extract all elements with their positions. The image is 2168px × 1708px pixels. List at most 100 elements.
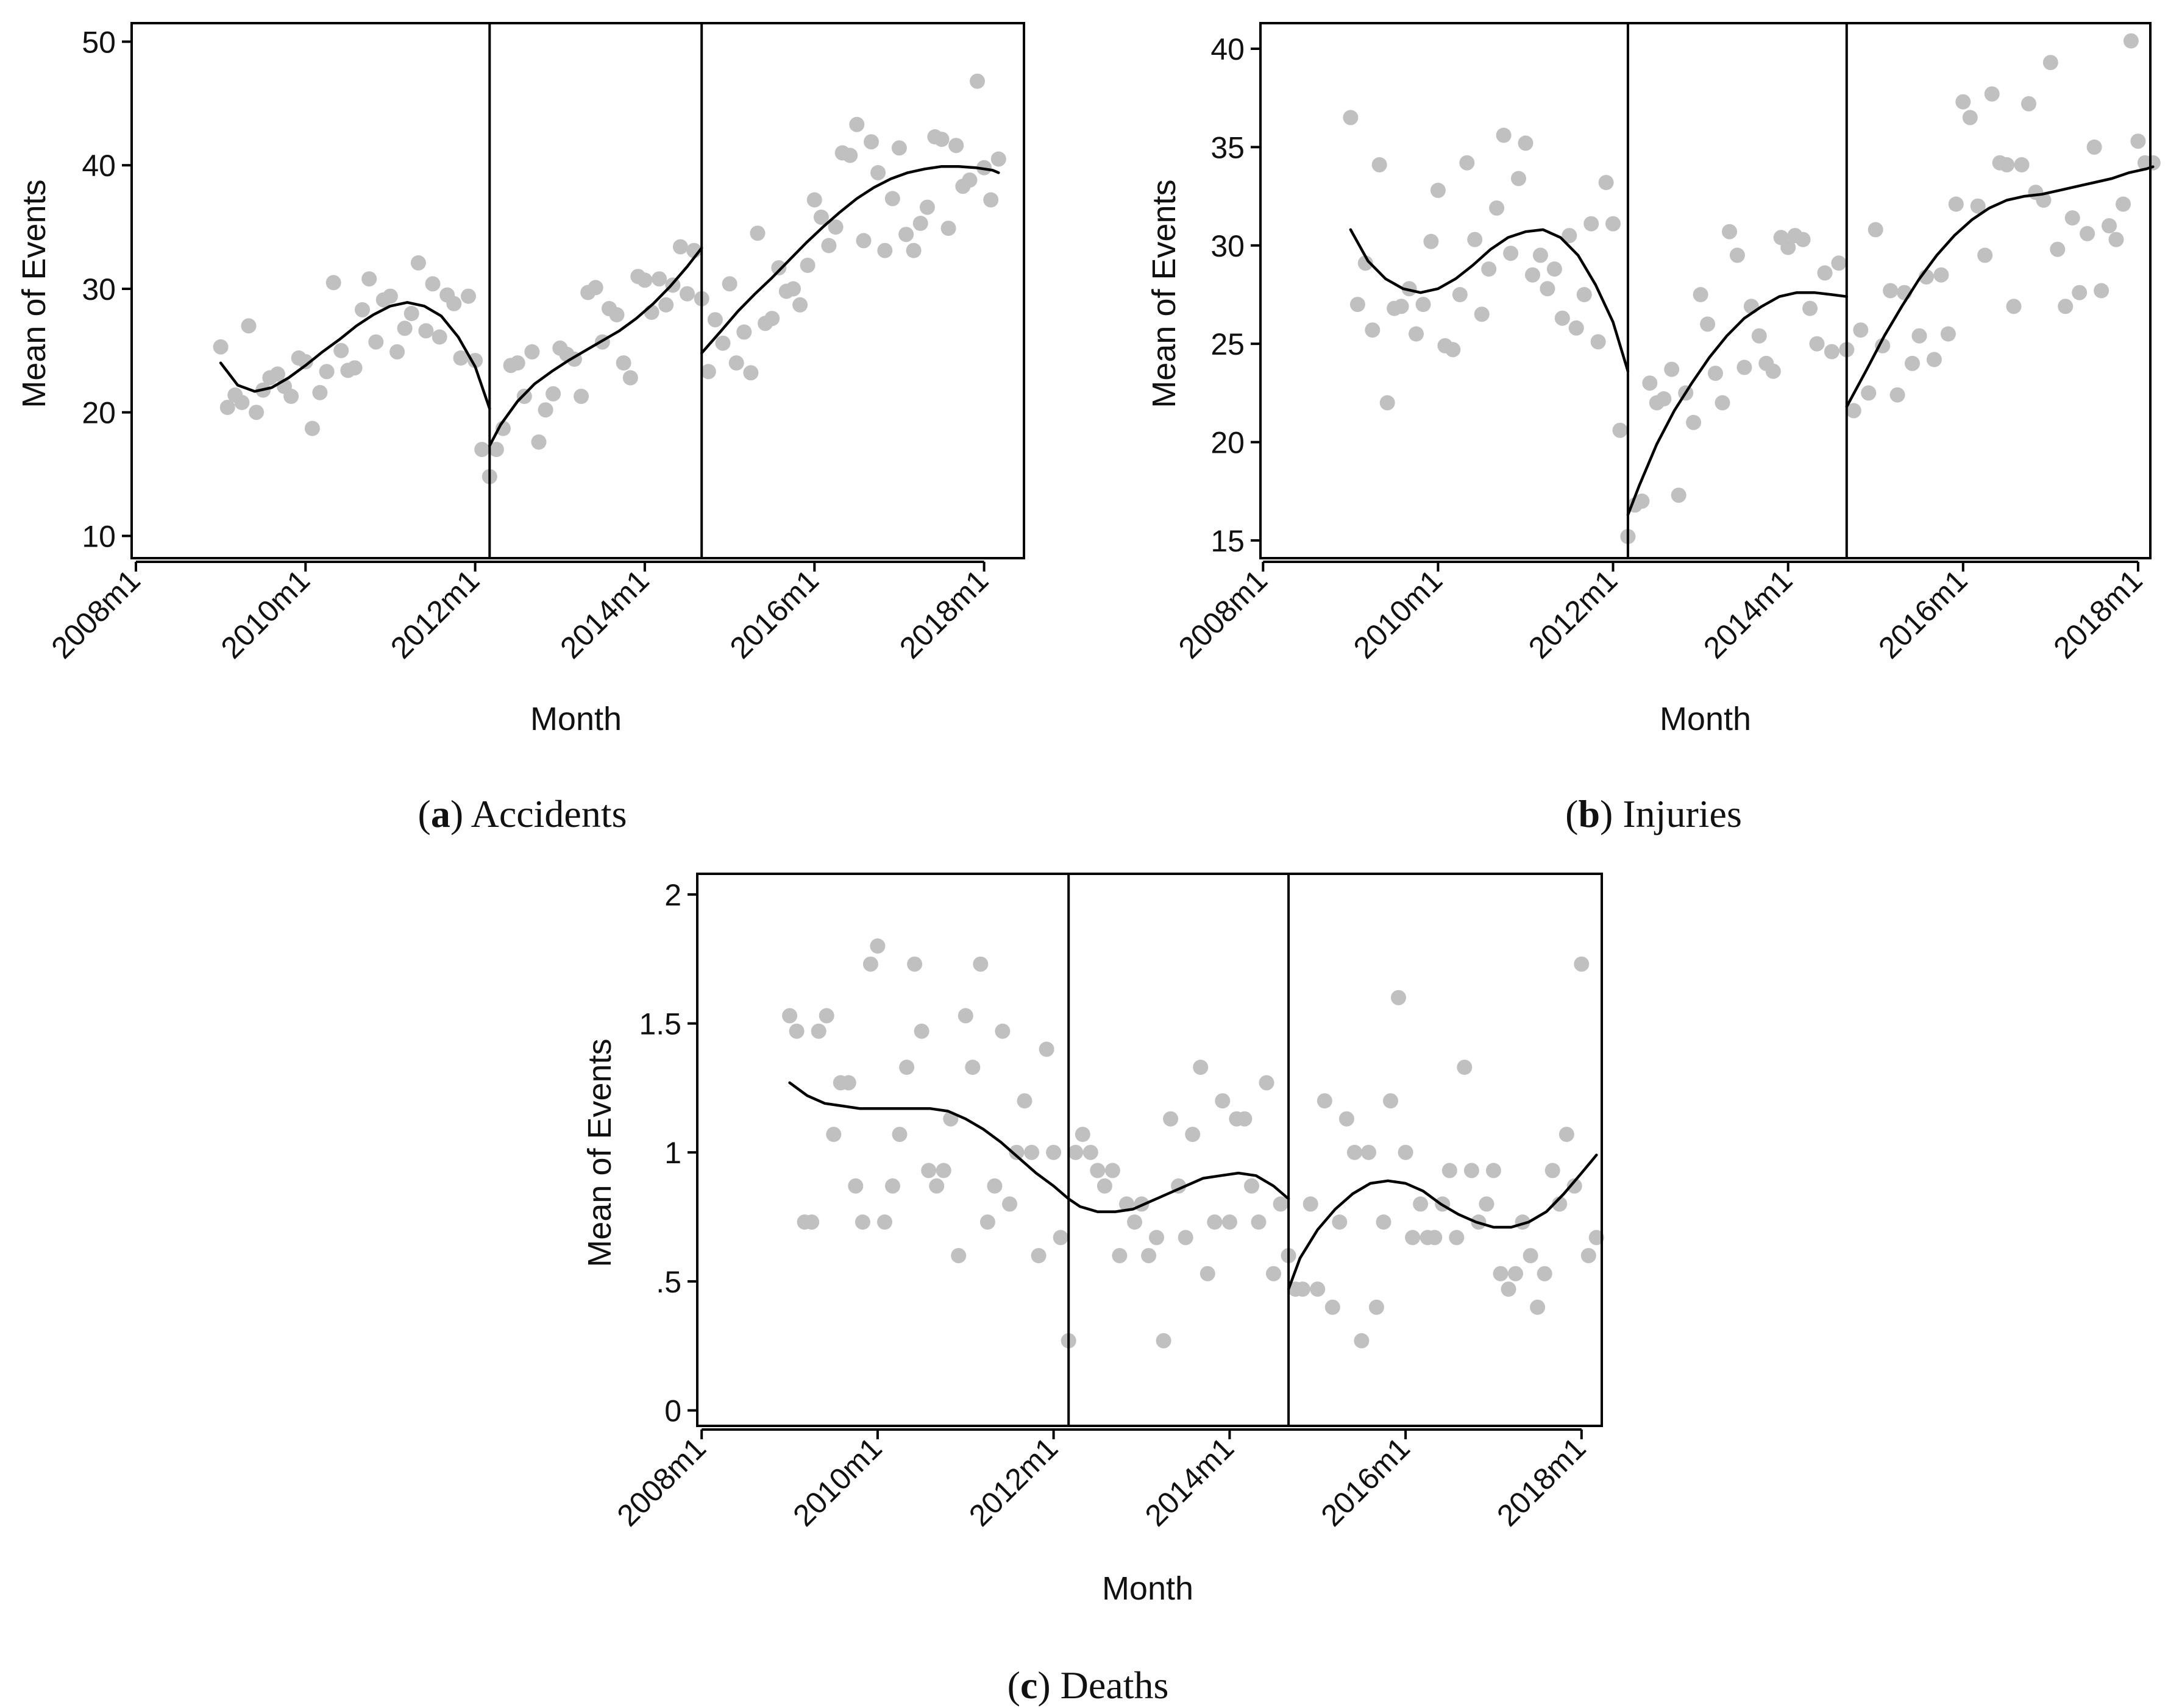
data-point [1875, 338, 1891, 353]
caption-text: Injuries [1622, 792, 1742, 835]
data-point [510, 355, 525, 371]
data-point [1576, 287, 1592, 302]
data-point [1729, 247, 1745, 263]
data-point [1883, 283, 1899, 299]
data-point [811, 1023, 826, 1039]
data-point [425, 276, 441, 292]
y-axis-label: Mean of Events [581, 1038, 618, 1267]
data-point [652, 271, 667, 287]
data-point [898, 227, 914, 243]
data-point [1357, 255, 1373, 271]
plot-marks [782, 874, 1604, 1426]
data-point [446, 296, 462, 311]
panel-caption-injuries: (b) Injuries [1565, 792, 1742, 835]
data-point [1489, 200, 1505, 216]
data-point [1544, 1163, 1560, 1178]
data-point [1427, 1230, 1443, 1246]
data-point [1736, 360, 1752, 375]
data-point [1405, 1230, 1421, 1246]
data-point [841, 1075, 856, 1091]
data-point [1361, 1144, 1376, 1160]
y-tick-label: 40 [1210, 32, 1245, 66]
data-point [1024, 1144, 1040, 1160]
trend-line-segment [488, 246, 703, 447]
y-tick-label: 35 [1210, 130, 1245, 165]
data-point [1868, 222, 1883, 238]
data-point [1562, 228, 1577, 244]
data-point [1642, 375, 1658, 391]
data-point [1795, 232, 1811, 247]
y-tick-label: 30 [1210, 229, 1245, 263]
data-point [574, 388, 589, 404]
data-point [1693, 287, 1708, 302]
data-point [1376, 1214, 1391, 1230]
data-point [907, 956, 923, 972]
data-point [389, 344, 405, 360]
data-point [1743, 299, 1759, 314]
data-point [728, 355, 744, 371]
data-point [2102, 218, 2117, 233]
data-point [1612, 422, 1628, 438]
data-point [304, 420, 320, 436]
data-point [644, 305, 659, 320]
data-point [1715, 395, 1730, 411]
data-point [1112, 1248, 1128, 1264]
data-point [1664, 361, 1680, 377]
data-point [474, 442, 490, 458]
data-point [764, 311, 780, 327]
data-point [940, 221, 956, 236]
data-point [990, 151, 1006, 167]
data-point [914, 1023, 929, 1039]
data-point [213, 339, 229, 355]
data-point [1485, 1163, 1501, 1178]
data-point [842, 147, 858, 163]
panel-caption-accidents: (a) Accidents [418, 792, 627, 835]
data-point [856, 233, 872, 249]
data-point [965, 1060, 981, 1075]
trend-line-segment [219, 301, 491, 410]
data-point [1338, 1111, 1354, 1127]
caption-letter: a [431, 792, 450, 835]
data-point [1104, 1163, 1120, 1178]
plot-marks [213, 23, 1006, 558]
data-point [877, 1214, 892, 1230]
data-point [885, 1178, 900, 1194]
data-point [1441, 1163, 1457, 1178]
trend-line-segment [700, 165, 1000, 355]
data-point [355, 302, 370, 317]
data-point [849, 116, 865, 132]
data-point [1031, 1248, 1047, 1264]
data-point [864, 134, 879, 150]
data-point [1530, 1299, 1546, 1315]
data-point [951, 1248, 967, 1264]
data-point [1580, 1248, 1596, 1264]
data-point [1511, 171, 1526, 186]
data-point [1700, 316, 1716, 332]
data-point [995, 1023, 1011, 1039]
data-point [1310, 1281, 1326, 1297]
data-point [870, 938, 886, 954]
data-point [1383, 1093, 1398, 1109]
data-point [1889, 387, 1905, 403]
trend-line-segment [1845, 165, 2155, 408]
data-point [979, 1214, 995, 1230]
data-point [804, 1214, 820, 1230]
data-point [1751, 328, 1767, 344]
data-point [1518, 135, 1534, 151]
data-point [1598, 175, 1614, 190]
data-point [1501, 1281, 1516, 1297]
data-point [1940, 326, 1956, 342]
data-point [2058, 299, 2074, 314]
data-point [1413, 1196, 1429, 1212]
data-point [1096, 1178, 1112, 1194]
data-point [934, 132, 950, 147]
data-point [1970, 198, 1986, 214]
data-point [1496, 127, 1512, 143]
data-point [1207, 1214, 1223, 1230]
data-point [970, 73, 985, 89]
data-point [1802, 300, 1818, 316]
data-point [962, 172, 978, 188]
data-point [609, 307, 625, 322]
data-point [1955, 94, 1971, 110]
x-axis-label: Month [1102, 1570, 1193, 1607]
